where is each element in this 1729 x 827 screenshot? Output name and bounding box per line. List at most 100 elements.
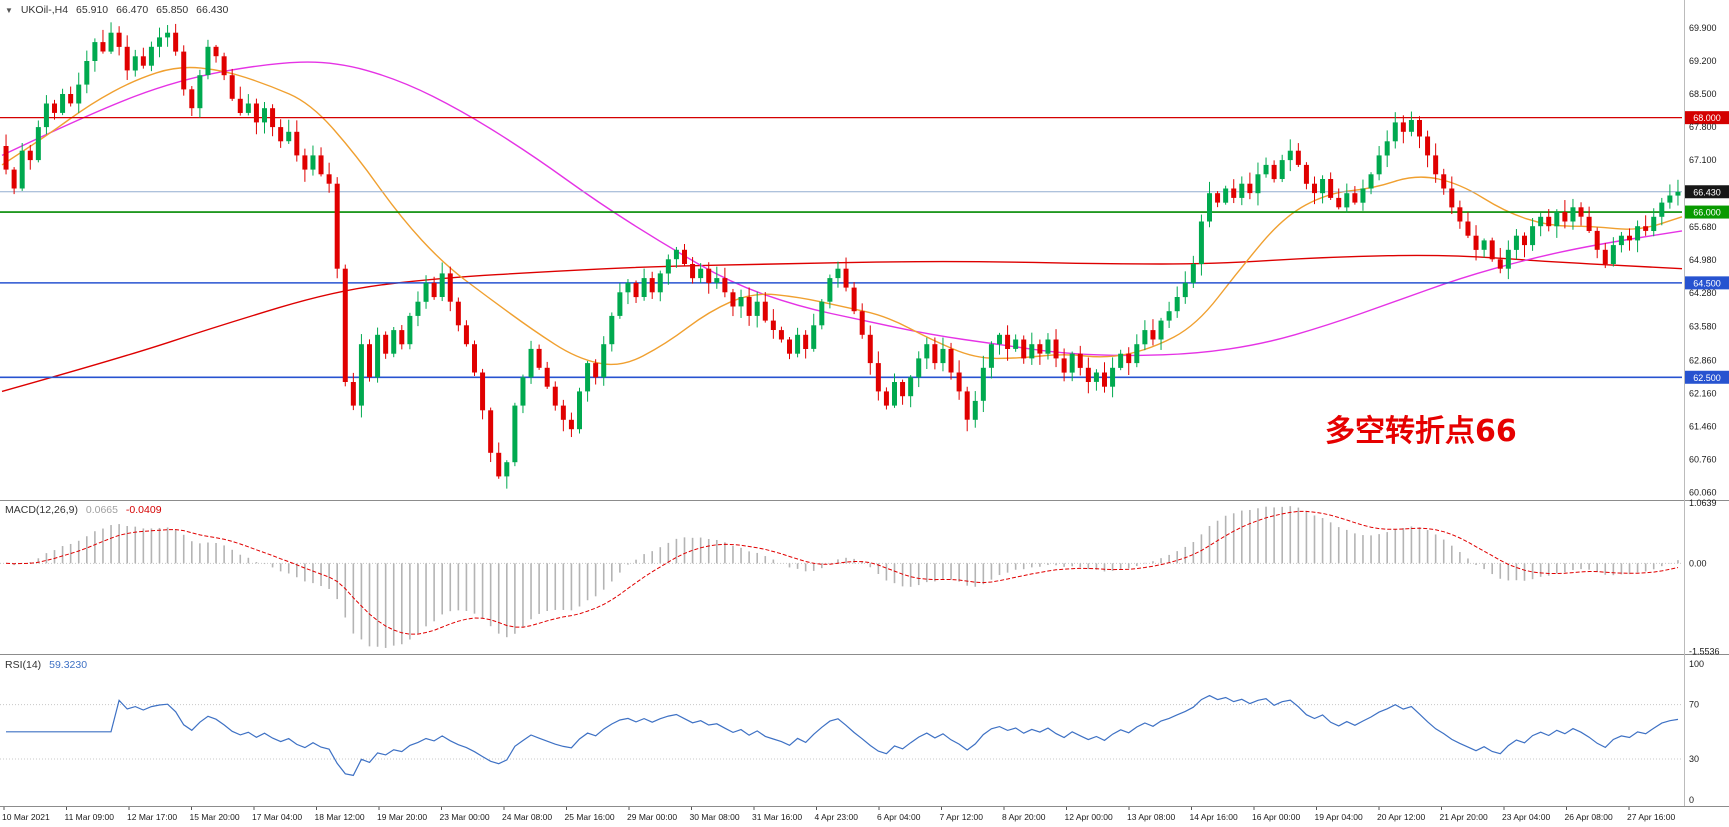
candle-body	[1594, 230, 1600, 250]
y-axis-label: 63.580	[1689, 321, 1717, 331]
candle-body	[1158, 320, 1164, 340]
candle-body	[1093, 372, 1099, 382]
time-axis-label: 15 Mar 20:00	[190, 812, 240, 822]
candle-body	[908, 377, 914, 397]
candle-body	[1417, 120, 1422, 137]
price-tag-68.000[interactable]	[1685, 111, 1729, 125]
price-tag-66.000[interactable]	[1685, 205, 1729, 219]
candle-body	[1384, 141, 1390, 156]
candle-body	[270, 108, 276, 128]
y-axis-label: 64.280	[1689, 288, 1717, 298]
candle-body	[262, 108, 267, 123]
candle-body	[52, 103, 57, 113]
candle-body	[76, 84, 82, 104]
candle-body	[189, 89, 195, 109]
candle-body	[237, 98, 243, 113]
time-axis-label: 12 Mar 17:00	[127, 812, 177, 822]
candle-body	[294, 131, 300, 156]
candle-body	[964, 391, 970, 420]
candle-body	[221, 56, 227, 76]
candle-body	[673, 249, 679, 260]
candle-body	[318, 155, 324, 175]
candle-body	[1481, 240, 1487, 250]
candle-body	[488, 410, 494, 453]
candle-body	[940, 348, 946, 364]
candle-body	[811, 325, 817, 349]
candle-body	[367, 344, 372, 378]
symbol-dropdown-icon[interactable]: ▼	[5, 6, 13, 15]
candle-body	[1013, 339, 1019, 349]
time-axis-label: 30 Mar 08:00	[690, 812, 740, 822]
candle-body	[617, 292, 623, 316]
candle-body	[1207, 193, 1212, 222]
candle-body	[762, 301, 768, 321]
candle-body	[383, 334, 389, 354]
price-tag-64.500[interactable]	[1685, 276, 1729, 290]
time-axis-label: 24 Mar 08:00	[502, 812, 552, 822]
candle-body	[1110, 367, 1116, 387]
candle-body	[754, 301, 760, 316]
candle-body	[19, 150, 25, 189]
rsi-axis-label: 0	[1689, 795, 1694, 805]
rsi-header: RSI(14) 59.3230	[5, 659, 92, 671]
candle-body	[520, 377, 526, 406]
y-axis-label: 67.800	[1689, 122, 1717, 132]
candle-body	[625, 282, 631, 293]
candle-body	[682, 249, 687, 264]
candle-body	[68, 94, 74, 104]
candle-body	[1659, 202, 1665, 217]
candle-body	[375, 334, 381, 378]
time-axis-label: 31 Mar 16:00	[752, 812, 802, 822]
candle-body	[253, 103, 259, 123]
candle-body	[1287, 150, 1293, 161]
candle-body	[1522, 235, 1527, 246]
candle-body	[439, 273, 445, 297]
y-axis-label: 61.460	[1689, 421, 1717, 431]
candle-body	[1392, 122, 1398, 142]
price-tag-66.430[interactable]	[1685, 185, 1729, 199]
candle-body	[1586, 216, 1592, 231]
candle-body	[431, 282, 437, 298]
candle-body	[601, 344, 607, 378]
candle-body	[342, 268, 348, 382]
candle-body	[278, 127, 284, 142]
candle-body	[11, 169, 17, 189]
price-tag-label: 64.500	[1693, 278, 1721, 288]
candle-body	[84, 61, 90, 85]
candle-body	[1085, 367, 1091, 382]
candle-body	[956, 372, 962, 392]
candle-body	[1295, 150, 1301, 165]
candle-body	[819, 301, 825, 326]
candle-body	[92, 42, 98, 61]
candle-body	[1667, 195, 1673, 203]
rsi-axis-label: 70	[1689, 700, 1699, 710]
candle-body	[948, 348, 954, 373]
candle-body	[1053, 339, 1059, 359]
ma-line-magenta	[1, 61, 1683, 357]
candle-body	[859, 311, 865, 335]
symbol-timeframe: UKOil-,H4	[20, 4, 69, 16]
candle-body	[140, 56, 146, 66]
candle-body	[560, 405, 566, 420]
candle-body	[1174, 297, 1180, 312]
candle-body	[399, 330, 405, 345]
candle-body	[1643, 226, 1649, 231]
price-tag-62.500[interactable]	[1685, 370, 1729, 384]
candle-body	[447, 273, 453, 302]
time-axis-label: 6 Apr 04:00	[877, 812, 921, 822]
candle-body	[116, 32, 122, 47]
candle-body	[1602, 249, 1608, 264]
candle-body	[795, 334, 801, 354]
time-axis-label: 21 Apr 20:00	[1440, 812, 1488, 822]
candle-body	[286, 131, 292, 142]
candle-body	[1449, 188, 1455, 208]
y-axis-label: 60.760	[1689, 454, 1717, 464]
candle-body	[1247, 183, 1253, 194]
candle-body	[1538, 216, 1544, 227]
candle-body	[213, 46, 219, 57]
candle-body	[1554, 212, 1560, 227]
candle-body	[665, 259, 671, 274]
candle-body	[770, 320, 776, 330]
candle-body	[730, 292, 736, 307]
